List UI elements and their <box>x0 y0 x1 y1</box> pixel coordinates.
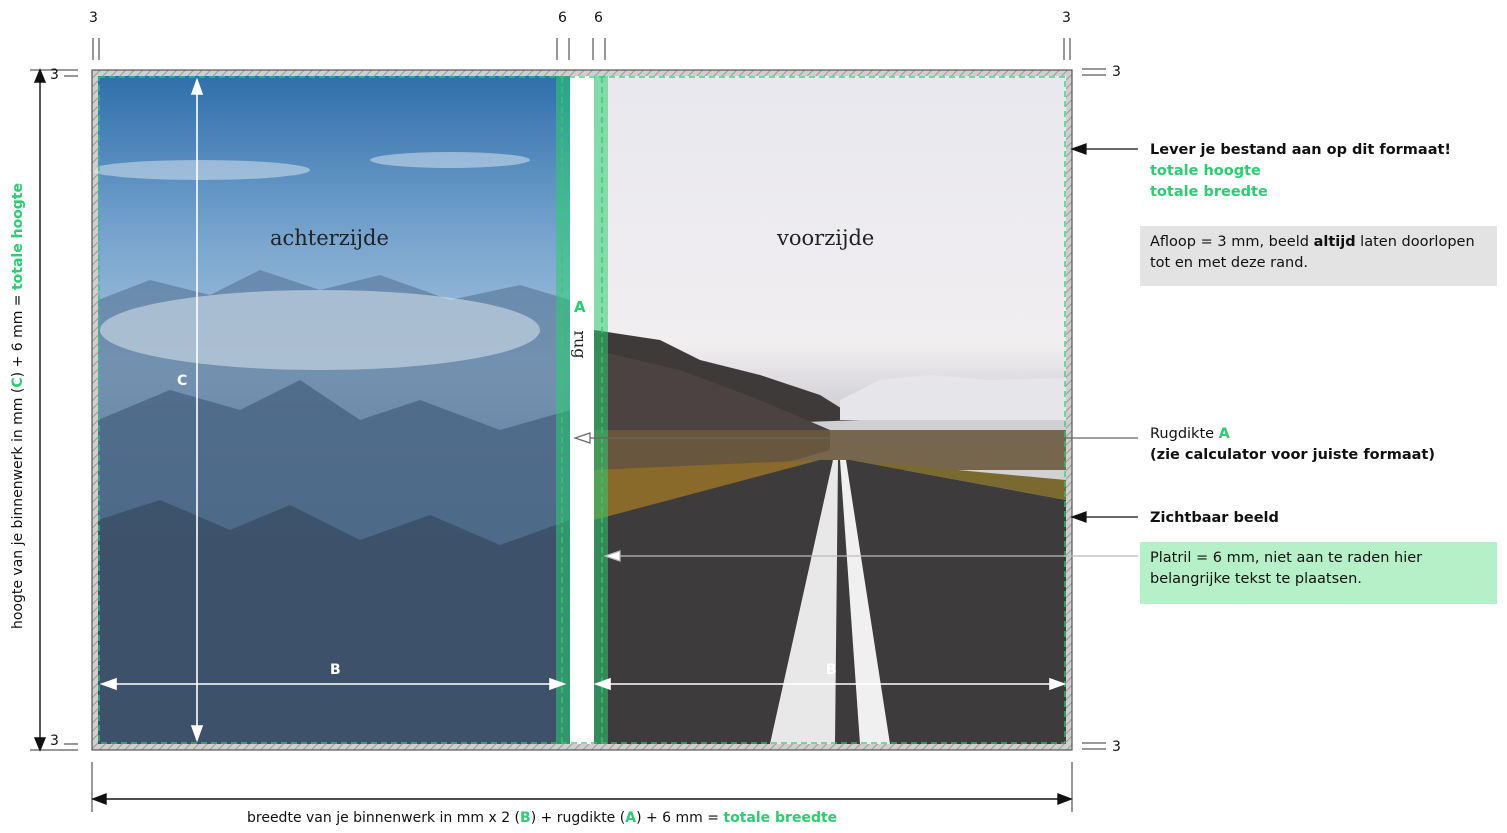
visible-image-callout: Zichtbaar beeld <box>1150 510 1279 526</box>
bleed-text-bold: altijd <box>1313 234 1356 250</box>
mark-left-top: 3 <box>50 67 59 83</box>
width-formula-b: B <box>520 810 531 826</box>
mark-top-spine-left: 6 <box>558 10 567 26</box>
b-label-left: B <box>330 662 341 678</box>
height-formula: hoogte van je binnenwerk in mm (C) + 6 m… <box>10 136 26 676</box>
hinge-strip-left <box>556 76 570 744</box>
bleed-text-post: laten doorlopen tot en met deze rand. <box>1150 234 1475 271</box>
height-formula-part1: hoogte van je binnenwerk in mm ( <box>10 387 26 630</box>
front-cover-image <box>594 76 1066 744</box>
deliver-title: Lever je bestand aan op dit formaat! <box>1150 142 1452 158</box>
spine-area <box>570 76 594 744</box>
mark-right-bottom: 3 <box>1112 739 1121 755</box>
width-formula-part2: ) + rugdikte ( <box>530 810 626 826</box>
back-cover-label: achterzijde <box>270 226 389 250</box>
width-formula-part1: breedte van je binnenwerk in mm x 2 ( <box>247 810 521 826</box>
bleed-text-pre: Afloop = 3 mm, beeld <box>1150 234 1314 250</box>
mark-left-bottom: 3 <box>50 733 59 749</box>
spine-callout: Rugdikte A (zie calculator voor juiste f… <box>1150 424 1500 466</box>
width-formula-part3: ) + 6 mm = <box>636 810 724 826</box>
c-label: C <box>177 373 188 389</box>
mark-top-right: 3 <box>1062 10 1071 26</box>
spine-callout-label: Rugdikte <box>1150 426 1219 442</box>
deliver-height: totale hoogte <box>1150 163 1261 179</box>
width-formula-total: totale breedte <box>723 810 838 826</box>
spine-word: rug <box>570 330 590 359</box>
height-formula-part2: ) + 6 mm = <box>10 290 26 378</box>
total-height-arrow <box>33 68 47 752</box>
front-cover-label: voorzijde <box>777 226 875 250</box>
b-label-right: B <box>826 662 837 678</box>
c-height-arrow <box>190 77 204 743</box>
spine-letter-a: A <box>574 298 586 316</box>
back-cover-image <box>90 76 570 744</box>
width-formula-a: A <box>625 810 637 826</box>
height-formula-c: C <box>10 377 26 388</box>
spine-callout-letter: A <box>1218 426 1230 442</box>
bleed-note: Afloop = 3 mm, beeld altijd laten doorlo… <box>1140 226 1497 286</box>
b-width-arrows <box>99 677 1067 691</box>
height-formula-total: totale hoogte <box>10 182 26 291</box>
total-width-arrow <box>91 792 1073 806</box>
hinge-strip-right <box>594 76 608 744</box>
mark-right-top: 3 <box>1112 64 1121 80</box>
mark-top-left: 3 <box>89 10 98 26</box>
hinge-note: Platril = 6 mm, niet aan te raden hier b… <box>1140 542 1497 604</box>
spine-callout-note: (zie calculator voor juiste formaat) <box>1150 447 1435 463</box>
deliver-callout: Lever je bestand aan op dit formaat! tot… <box>1150 140 1500 203</box>
deliver-width: totale breedte <box>1150 184 1268 200</box>
mark-top-spine-right: 6 <box>594 10 603 26</box>
width-formula: breedte van je binnenwerk in mm x 2 (B) … <box>247 810 837 826</box>
visible-area-outline <box>98 76 1066 744</box>
